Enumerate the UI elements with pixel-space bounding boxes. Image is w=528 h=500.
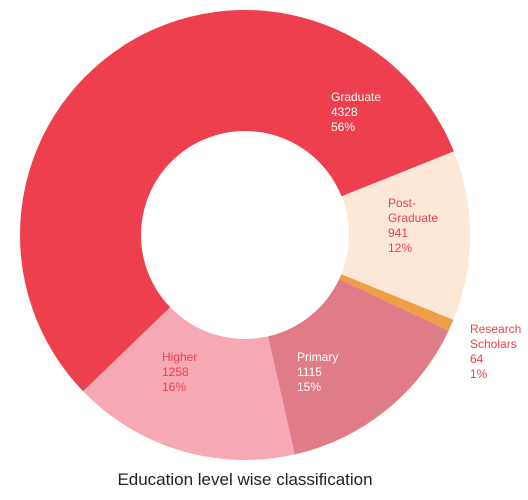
value-label: 1115 bbox=[297, 365, 322, 379]
donut-segment bbox=[20, 10, 454, 392]
donut-segment bbox=[83, 307, 295, 460]
segment-label: Primary 1115 15% bbox=[297, 350, 338, 395]
percent-label: 12% bbox=[388, 241, 413, 255]
category-label: Research Scholars bbox=[470, 322, 522, 351]
segment-label: Graduate 4328 56% bbox=[331, 90, 381, 135]
value-label: 941 bbox=[388, 226, 409, 240]
chart-title: Education level wise classification bbox=[117, 470, 373, 489]
percent-label: 56% bbox=[331, 120, 356, 134]
percent-label: 15% bbox=[297, 380, 322, 394]
category-label: Primary bbox=[297, 350, 339, 364]
value-label: 1258 bbox=[162, 365, 189, 379]
segment-label: Post-Graduate 941 12% bbox=[388, 196, 438, 256]
value-label: 64 bbox=[470, 352, 484, 366]
category-label: Post-Graduate bbox=[388, 196, 439, 225]
category-label: Graduate bbox=[331, 90, 382, 104]
value-label: 4328 bbox=[331, 105, 358, 119]
percent-label: 16% bbox=[162, 380, 187, 394]
segment-label: Higher 1258 16% bbox=[162, 350, 197, 395]
segment-label: Research Scholars 64 1% bbox=[470, 322, 521, 382]
category-label: Higher bbox=[162, 350, 198, 364]
percent-label: 1% bbox=[470, 367, 488, 381]
donut-segment bbox=[267, 279, 449, 455]
donut-segment bbox=[341, 151, 471, 320]
donut-segment bbox=[339, 274, 454, 331]
